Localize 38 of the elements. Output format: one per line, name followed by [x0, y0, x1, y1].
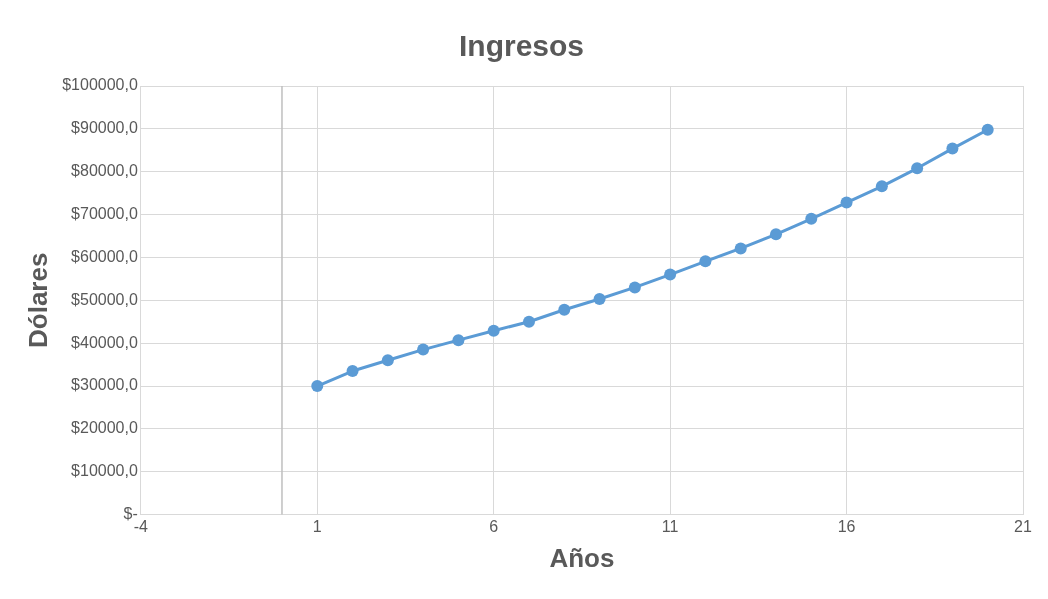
y-tick-label: $10000,0: [71, 462, 138, 480]
point: [805, 212, 818, 225]
y-tick-label: $20000,0: [71, 419, 138, 437]
point: [699, 255, 712, 268]
point: [311, 380, 324, 393]
point: [452, 334, 465, 347]
point: [487, 324, 500, 337]
y-axis-title: Dólares: [22, 252, 53, 348]
x-axis-title: Años: [549, 542, 615, 573]
y-tick-label: $40000,0: [71, 333, 138, 351]
y-tick-label: $90000,0: [71, 119, 138, 137]
x-tick-label: 6: [489, 517, 499, 535]
chart-title: Ingresos: [458, 29, 585, 63]
point: [769, 228, 782, 241]
point: [417, 343, 430, 356]
point: [911, 162, 924, 175]
y-tick-label: $100000,0: [62, 76, 138, 94]
point: [593, 293, 606, 306]
point: [628, 281, 641, 294]
point: [346, 365, 359, 378]
x-tick-label: 1: [312, 517, 322, 535]
point: [381, 354, 394, 367]
point: [558, 303, 571, 316]
x-tick-label: 16: [837, 517, 856, 535]
y-tick-label: $80000,0: [71, 162, 138, 180]
point: [522, 315, 535, 328]
point: [734, 242, 747, 255]
x-tick-label: 21: [1014, 517, 1032, 535]
y-tick-label: $30000,0: [71, 376, 138, 394]
point: [946, 142, 959, 155]
point: [840, 196, 853, 209]
y-tick-label: $60000,0: [71, 247, 138, 265]
point: [664, 268, 677, 281]
point: [875, 180, 888, 193]
x-tick-label: 11: [661, 517, 679, 535]
point: [981, 123, 994, 136]
y-tick-label: $70000,0: [71, 204, 138, 222]
y-tick-label: $50000,0: [71, 290, 138, 308]
